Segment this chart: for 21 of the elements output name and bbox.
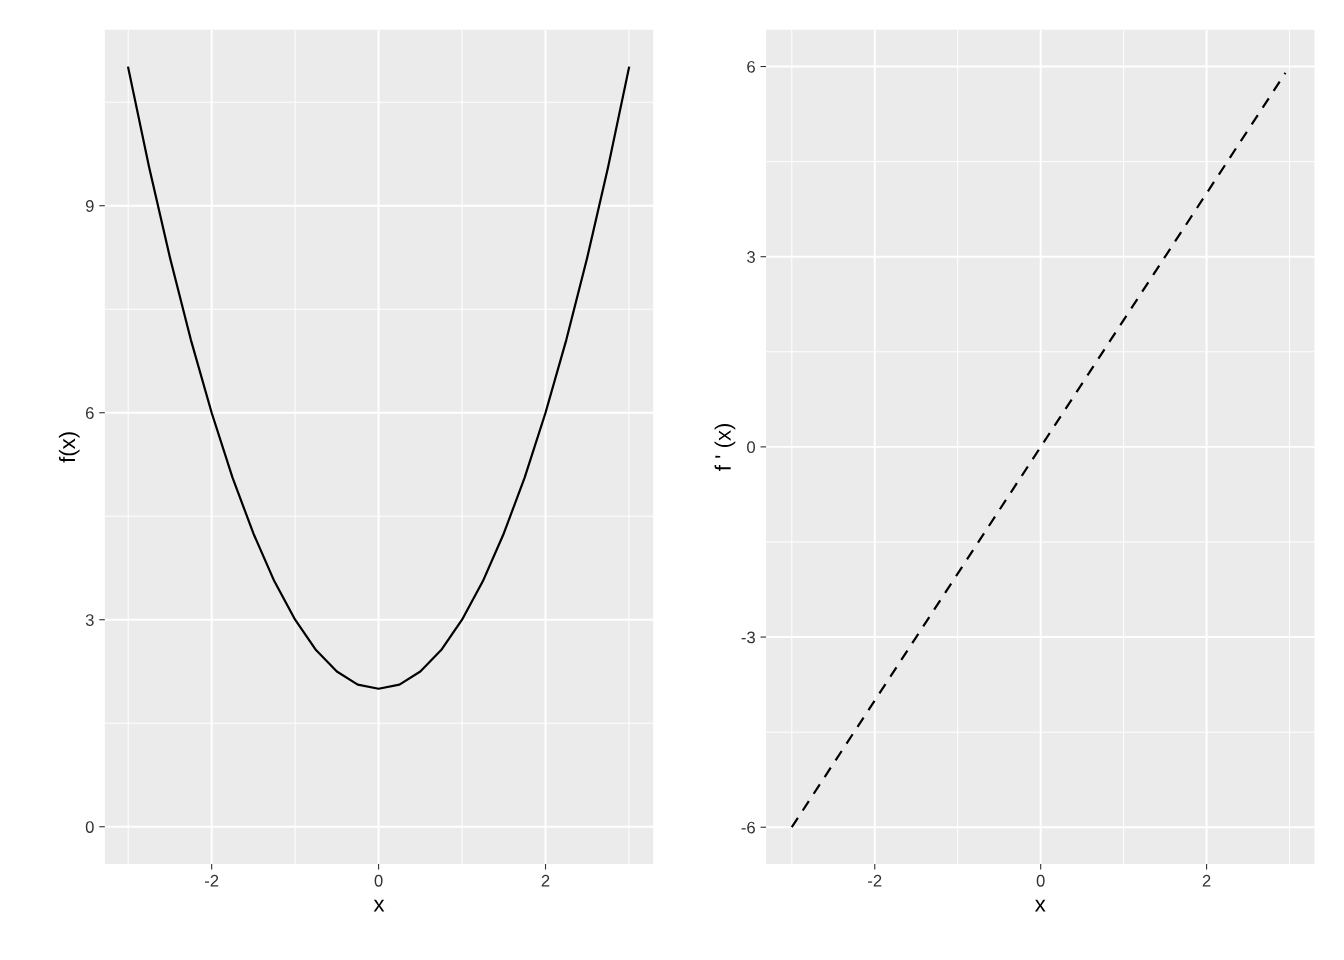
y-tick-label: 3 [747,251,755,263]
y-axis-title: f ' (x) [714,423,736,471]
y-tick-label: 6 [747,60,755,73]
x-tick-label: 2 [1202,874,1211,887]
x-axis-title: x [1034,899,1046,912]
x-tick-label: -2 [868,874,882,887]
x-tick-label: -2 [205,874,219,887]
line-series [127,66,631,690]
y-tick-label: 9 [85,200,94,212]
x-tick-label: 2 [541,874,550,887]
x-axis-title: x [373,899,385,912]
y-tick-label: -6 [741,821,755,834]
y-tick-label: 0 [85,821,94,833]
line-series [790,71,1287,829]
y-tick-label: -3 [741,631,755,644]
y-tick-label: 6 [85,407,94,419]
y-tick-label: 0 [747,441,756,454]
x-tick-label: 0 [1036,874,1045,887]
y-tick-label: 3 [85,614,94,626]
y-axis-title: f(x) [58,432,80,463]
x-tick-label: 0 [374,874,383,887]
